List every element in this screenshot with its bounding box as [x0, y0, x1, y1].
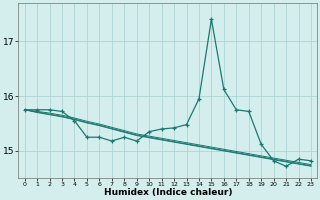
X-axis label: Humidex (Indice chaleur): Humidex (Indice chaleur)	[104, 188, 232, 197]
